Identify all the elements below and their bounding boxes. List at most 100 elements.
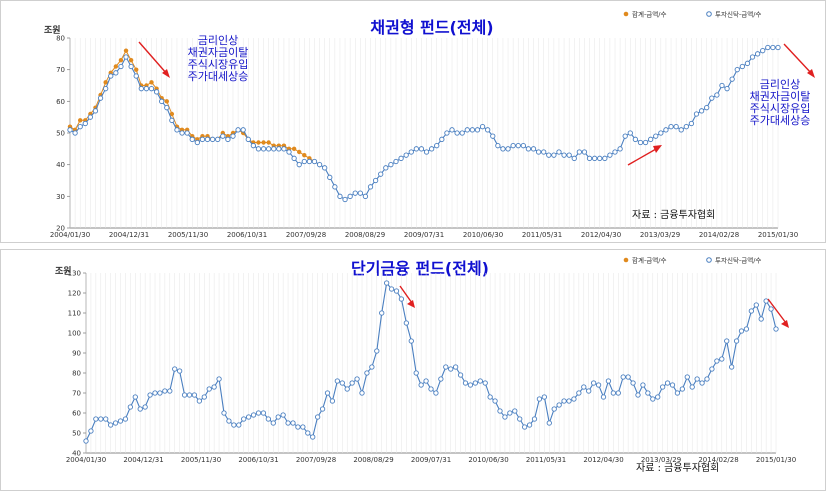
series-point <box>625 374 631 380</box>
series-point <box>758 316 764 322</box>
x-tick-label: 2014/02/28 <box>698 456 738 464</box>
series-point <box>152 390 158 396</box>
annotation-right: 금리인상 채권자금이탈 주식시장유입 주가대세상승 <box>750 78 811 127</box>
y-tick-label: 110 <box>68 310 81 318</box>
series-point <box>673 124 679 130</box>
series-point <box>128 57 134 63</box>
series-point <box>226 418 232 424</box>
series-point <box>179 130 185 136</box>
series-point <box>591 155 598 161</box>
series-point <box>276 146 282 152</box>
chart-frame <box>0 0 826 243</box>
series-point <box>211 384 217 390</box>
series-point <box>199 136 206 142</box>
series-point <box>551 406 557 412</box>
series-point <box>520 143 526 149</box>
series-point <box>220 133 226 139</box>
series-point <box>133 73 139 79</box>
x-tick-label: 2004/12/31 <box>109 231 149 239</box>
series-point <box>393 158 399 165</box>
series-point <box>98 416 104 422</box>
series-point <box>464 127 470 133</box>
series-point <box>388 162 394 168</box>
series-point <box>342 196 348 203</box>
series-point <box>122 416 129 422</box>
legend-label-total: 합계-금액/수 <box>632 10 666 19</box>
series-point <box>221 410 227 416</box>
series-point <box>444 130 450 136</box>
series-point <box>300 424 306 430</box>
annotation-right-line-3: 주식시장유입 <box>750 102 811 115</box>
series-point <box>763 298 769 304</box>
series-point <box>452 364 459 370</box>
series-point <box>255 146 262 152</box>
series-point <box>590 380 597 386</box>
series-point <box>108 73 114 79</box>
arrow-down-right <box>767 298 787 324</box>
series-point <box>512 408 518 414</box>
chart-frame <box>0 249 826 491</box>
series-point <box>605 378 612 384</box>
series-point <box>194 139 200 146</box>
series-point <box>261 140 266 145</box>
series-point <box>635 392 641 398</box>
series-point <box>728 364 735 370</box>
series-point <box>561 398 567 404</box>
y-tick-label: 20 <box>56 225 65 233</box>
series-point <box>632 136 639 142</box>
series-point <box>174 127 180 133</box>
x-tick-label: 2008/08/29 <box>345 231 385 239</box>
series-point <box>770 44 776 51</box>
series-point <box>477 378 483 384</box>
x-tick-label: 2012/04/30 <box>583 456 623 464</box>
series-point <box>82 120 88 127</box>
arrow-up <box>627 148 657 166</box>
series-point <box>566 152 572 158</box>
series-point <box>541 149 547 155</box>
series-point <box>586 388 592 394</box>
series-point <box>739 63 745 70</box>
series-point <box>469 127 476 133</box>
series-point <box>67 127 73 133</box>
trend-arrows <box>399 285 789 328</box>
y-tick-label: 30 <box>56 193 65 201</box>
series-point <box>694 376 700 382</box>
legend-marker-trust <box>706 11 712 17</box>
series-point <box>196 398 203 404</box>
series-point <box>571 155 577 161</box>
series-point <box>645 390 651 396</box>
series-point <box>285 420 291 426</box>
series-point <box>495 143 501 149</box>
bond-fund-chart: 채권형 펀드(전체) 조원 합계-금액/수 투자신탁-금액/수 20 30 40 50… <box>0 0 826 243</box>
series-point <box>270 420 276 426</box>
legend-label-trust: 투자신탁-금액/수 <box>715 10 761 19</box>
series-point <box>311 158 318 165</box>
y-tick-label: 50 <box>56 130 65 138</box>
series-point <box>132 394 138 400</box>
series-point <box>216 376 222 382</box>
series-point <box>77 118 83 123</box>
series-point <box>669 382 676 388</box>
series-point <box>655 394 661 400</box>
y-tick-label: 90 <box>72 350 81 358</box>
series-point <box>72 130 78 136</box>
series-point <box>423 378 429 384</box>
series-point <box>459 130 465 136</box>
series-point <box>428 146 435 152</box>
series-point <box>683 124 689 130</box>
series-point <box>245 414 252 420</box>
series-point <box>530 146 537 152</box>
series-point <box>149 80 154 85</box>
series-point <box>374 348 380 354</box>
series-point <box>561 152 567 158</box>
series-point <box>597 155 603 161</box>
series-point <box>674 390 681 396</box>
series-point <box>485 127 491 133</box>
series-point <box>525 146 532 152</box>
series-point <box>265 416 272 422</box>
y-tick-label: 120 <box>68 290 81 298</box>
series-point <box>719 82 725 89</box>
series-point <box>118 63 124 70</box>
series-point <box>413 146 420 152</box>
series-point <box>206 386 212 392</box>
